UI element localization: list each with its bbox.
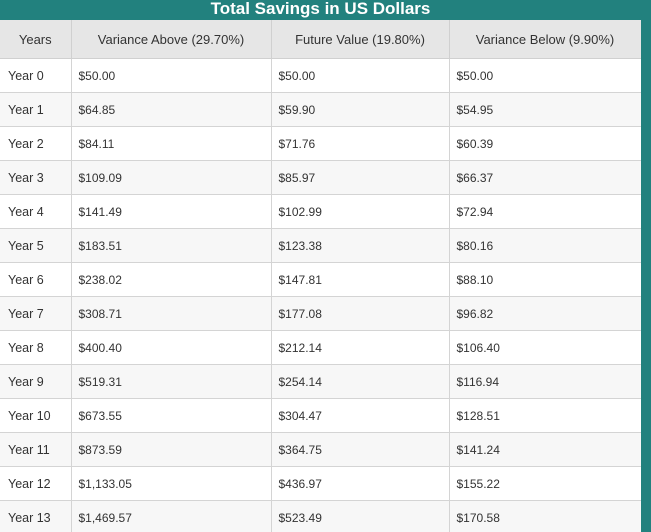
year-cell: Year 0 — [0, 58, 72, 93]
variance-above-cell: $519.31 — [71, 364, 272, 399]
year-cell: Year 9 — [0, 364, 72, 399]
header-variance-below: Variance Below (9.90%) — [449, 20, 641, 59]
table-header-row: Years Variance Above (29.70%) Future Val… — [0, 20, 641, 59]
future-value-cell: $304.47 — [271, 398, 450, 433]
year-cell: Year 5 — [0, 228, 72, 263]
future-value-cell: $364.75 — [271, 432, 450, 467]
table-row: Year 1 $64.85 $59.90 $54.95 — [0, 92, 641, 127]
table-row: Year 5 $183.51 $123.38 $80.16 — [0, 228, 641, 263]
header-years: Years — [0, 20, 72, 59]
year-cell: Year 11 — [0, 432, 72, 467]
future-value-cell: $147.81 — [271, 262, 450, 297]
variance-above-cell: $50.00 — [71, 58, 272, 93]
future-value-cell: $50.00 — [271, 58, 450, 93]
variance-below-cell: $50.00 — [449, 58, 641, 93]
variance-below-cell: $54.95 — [449, 92, 641, 127]
table-row: Year 2 $84.11 $71.76 $60.39 — [0, 126, 641, 161]
future-value-cell: $71.76 — [271, 126, 450, 161]
variance-below-cell: $106.40 — [449, 330, 641, 365]
variance-below-cell: $116.94 — [449, 364, 641, 399]
variance-below-cell: $88.10 — [449, 262, 641, 297]
header-future-value: Future Value (19.80%) — [271, 20, 450, 59]
table-row: Year 3 $109.09 $85.97 $66.37 — [0, 160, 641, 195]
variance-above-cell: $64.85 — [71, 92, 272, 127]
variance-above-cell: $1,133.05 — [71, 466, 272, 501]
table-row: Year 4 $141.49 $102.99 $72.94 — [0, 194, 641, 229]
year-cell: Year 1 — [0, 92, 72, 127]
variance-below-cell: $66.37 — [449, 160, 641, 195]
table-row: Year 9 $519.31 $254.14 $116.94 — [0, 364, 641, 399]
variance-below-cell: $128.51 — [449, 398, 641, 433]
variance-above-cell: $84.11 — [71, 126, 272, 161]
future-value-cell: $212.14 — [271, 330, 450, 365]
variance-below-cell: $80.16 — [449, 228, 641, 263]
variance-above-cell: $873.59 — [71, 432, 272, 467]
variance-above-cell: $238.02 — [71, 262, 272, 297]
variance-above-cell: $308.71 — [71, 296, 272, 331]
year-cell: Year 7 — [0, 296, 72, 331]
future-value-cell: $254.14 — [271, 364, 450, 399]
variance-above-cell: $673.55 — [71, 398, 272, 433]
future-value-cell: $59.90 — [271, 92, 450, 127]
future-value-cell: $123.38 — [271, 228, 450, 263]
variance-below-cell: $60.39 — [449, 126, 641, 161]
variance-below-cell: $96.82 — [449, 296, 641, 331]
year-cell: Year 8 — [0, 330, 72, 365]
table-row: Year 12 $1,133.05 $436.97 $155.22 — [0, 466, 641, 501]
variance-above-cell: $400.40 — [71, 330, 272, 365]
variance-below-cell: $155.22 — [449, 466, 641, 501]
variance-below-cell: $141.24 — [449, 432, 641, 467]
variance-above-cell: $183.51 — [71, 228, 272, 263]
variance-below-cell: $72.94 — [449, 194, 641, 229]
table-row: Year 11 $873.59 $364.75 $141.24 — [0, 432, 641, 467]
table-row: Year 10 $673.55 $304.47 $128.51 — [0, 398, 641, 433]
table-row: Year 6 $238.02 $147.81 $88.10 — [0, 262, 641, 297]
table-row: Year 7 $308.71 $177.08 $96.82 — [0, 296, 641, 331]
year-cell: Year 13 — [0, 500, 72, 532]
year-cell: Year 10 — [0, 398, 72, 433]
future-value-cell: $85.97 — [271, 160, 450, 195]
table-row: Year 8 $400.40 $212.14 $106.40 — [0, 330, 641, 365]
variance-above-cell: $141.49 — [71, 194, 272, 229]
header-variance-above: Variance Above (29.70%) — [71, 20, 272, 59]
future-value-cell: $436.97 — [271, 466, 450, 501]
table-row: Year 13 $1,469.57 $523.49 $170.58 — [0, 500, 641, 532]
savings-table-container: Years Variance Above (29.70%) Future Val… — [0, 20, 641, 532]
year-cell: Year 2 — [0, 126, 72, 161]
variance-above-cell: $109.09 — [71, 160, 272, 195]
year-cell: Year 3 — [0, 160, 72, 195]
savings-table: Years Variance Above (29.70%) Future Val… — [0, 20, 641, 532]
variance-above-cell: $1,469.57 — [71, 500, 272, 532]
year-cell: Year 6 — [0, 262, 72, 297]
future-value-cell: $177.08 — [271, 296, 450, 331]
future-value-cell: $102.99 — [271, 194, 450, 229]
table-title: Total Savings in US Dollars — [210, 0, 431, 18]
variance-below-cell: $170.58 — [449, 500, 641, 532]
year-cell: Year 12 — [0, 466, 72, 501]
table-row: Year 0 $50.00 $50.00 $50.00 — [0, 58, 641, 93]
year-cell: Year 4 — [0, 194, 72, 229]
future-value-cell: $523.49 — [271, 500, 450, 532]
